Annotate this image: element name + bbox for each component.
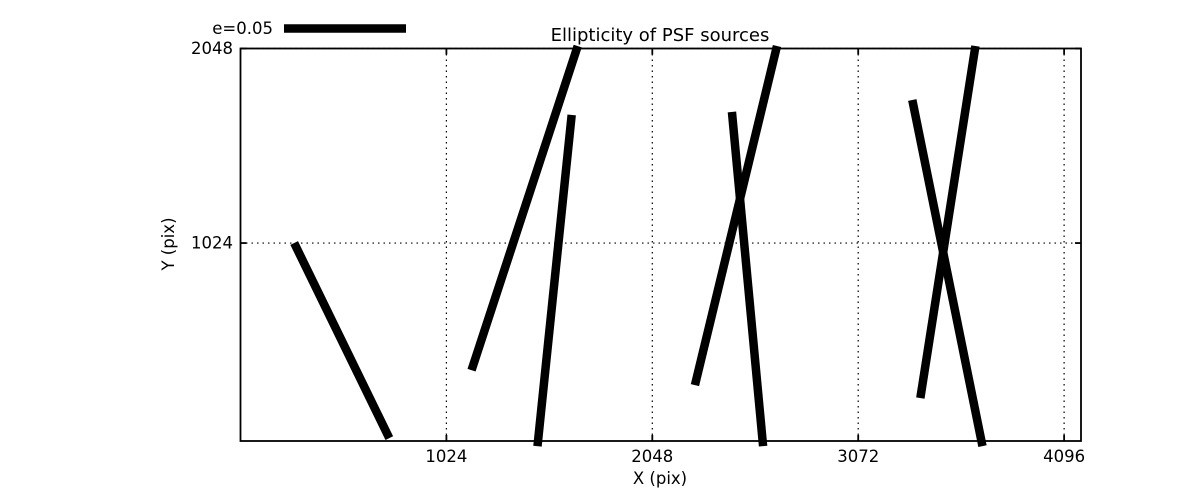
- y-tick-label: 1024: [191, 234, 233, 253]
- x-tick-label: 1024: [425, 447, 467, 466]
- legend-label: e=0.05: [212, 19, 273, 38]
- ellipticity-segment: [290, 241, 394, 441]
- ellipticity-segment: [690, 45, 782, 387]
- figure-title: Ellipticity of PSF sources: [551, 25, 770, 46]
- ellipticity-segment: [908, 99, 987, 447]
- plot-frame: [239, 47, 1082, 442]
- x-tick-label: 2048: [631, 447, 673, 466]
- ellipticity-segment: [727, 111, 768, 447]
- y-tick-label: 2048: [191, 39, 233, 58]
- x-axis-label: X (pix): [633, 469, 687, 488]
- y-axis-label: Y (pix): [159, 217, 178, 271]
- ellipticity-segment: [467, 44, 582, 372]
- ellipticity-segment: [533, 114, 576, 447]
- ellipticity-segment: [916, 45, 980, 399]
- ellipticity-segments: [290, 44, 987, 447]
- x-tick-label: 3072: [837, 447, 879, 466]
- x-tick-label: 4096: [1043, 447, 1085, 466]
- tick-labels: 1024 2048 3072 4096 1024 2048: [191, 39, 1085, 466]
- tick-marks: [240, 47, 1081, 441]
